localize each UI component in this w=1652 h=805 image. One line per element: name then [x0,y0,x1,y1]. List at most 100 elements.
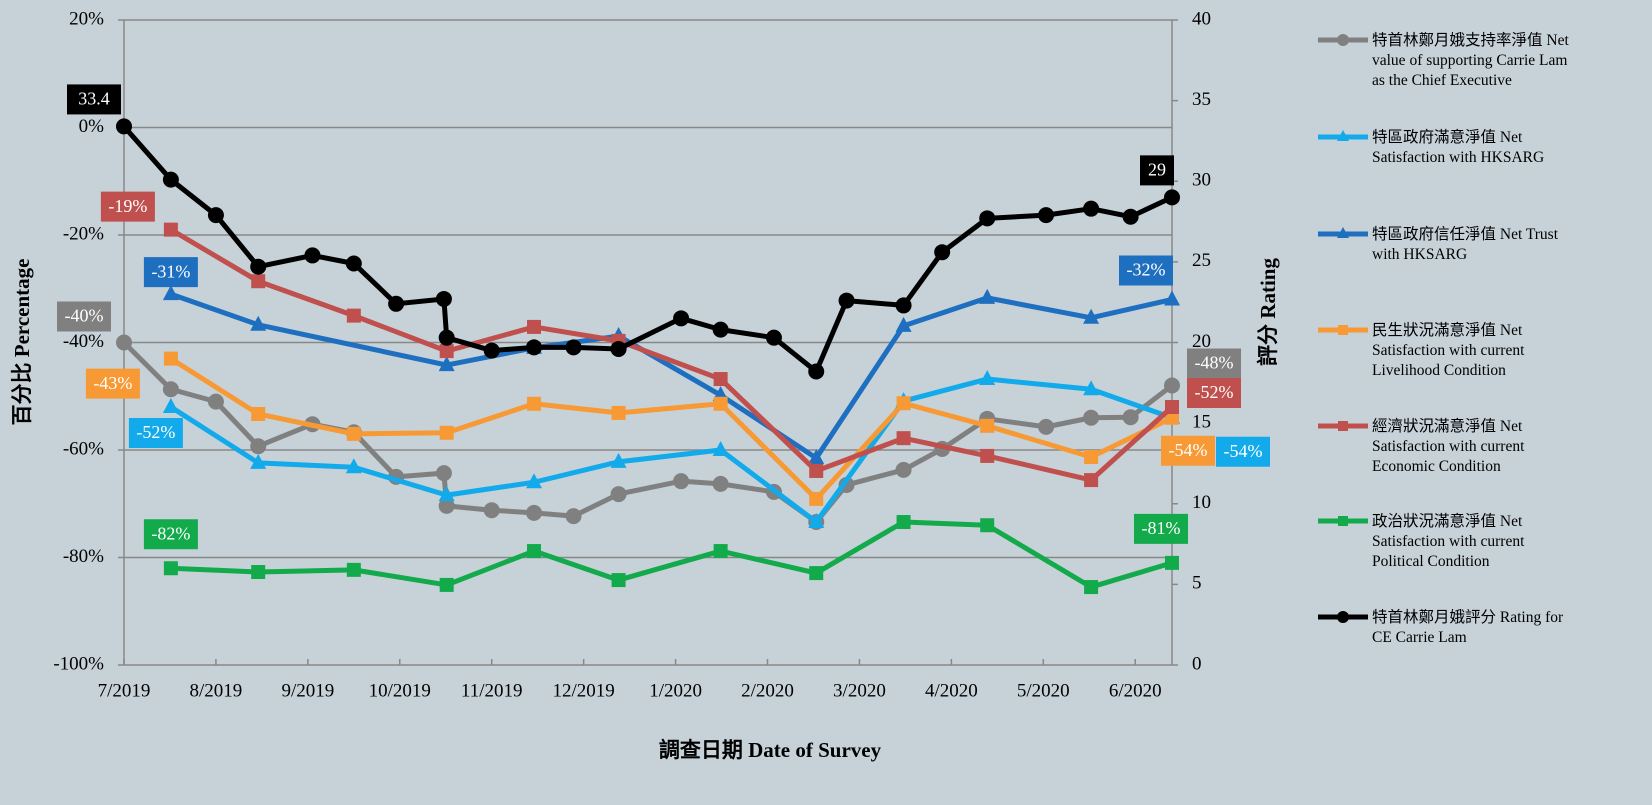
point [1165,555,1179,570]
data-label-box [67,84,121,115]
legend-label: 經濟狀況滿意淨值 Net Satisfaction with current E… [1372,418,1525,475]
point [1338,421,1348,431]
point [934,244,951,261]
point [435,290,452,307]
point [980,448,995,463]
point [896,431,911,446]
data-label-box [57,301,111,332]
point [527,396,542,411]
y-tick-label: -80% [63,546,104,567]
point [673,473,690,490]
point [251,565,266,580]
point [116,334,132,351]
data-label-box [143,257,198,288]
legend-swatch [1318,516,1368,526]
y2-tick-label: 30 [1192,170,1211,191]
x-tick-label: 4/2020 [925,680,978,701]
point [1337,130,1349,141]
x-tick-label: 12/2019 [553,680,615,701]
y2-tick-label: 15 [1192,411,1211,432]
y-tick-label: 0% [79,116,105,137]
point [162,398,179,413]
x-axis-label: 調查日期 Date of Survey [659,738,882,762]
point [1083,409,1100,426]
point [526,473,543,489]
point [116,118,132,135]
point [162,171,179,188]
y2-tick-label: 5 [1192,573,1202,594]
point [163,222,178,237]
series-line [169,356,1174,502]
point [439,425,454,440]
y2-tick-label: 10 [1192,492,1211,513]
legend-swatch [1318,325,1368,335]
x-tick-label: 6/2020 [1109,680,1162,701]
y-tick-label: 20% [69,8,104,29]
y2-tick-label: 20 [1192,331,1211,352]
point [713,544,728,559]
point [838,292,855,309]
point [162,381,179,398]
point [1164,290,1180,306]
data-label: -81% [1142,518,1181,538]
point [1338,325,1348,335]
point [1038,207,1055,224]
data-label-box [100,191,155,222]
point [250,258,267,275]
legend-label: 特區政府滿意淨值 Net Satisfaction with HKSARG [1372,129,1545,166]
point [980,518,995,533]
y-tick-label: -100% [53,653,104,674]
data-label: -40% [65,306,104,326]
y-axis-label: 百分比 Percentage [10,259,34,426]
data-label: -48% [1195,353,1234,373]
data-label-box [1187,378,1241,408]
point [483,342,500,359]
point [673,310,690,327]
point [526,339,543,356]
point [1083,200,1100,217]
legend-swatch [1318,34,1368,46]
point [1083,308,1100,324]
point [1337,227,1349,238]
point [439,577,454,592]
point [438,486,455,502]
point [610,486,627,503]
data-label-box [143,519,198,550]
x-tick-label: 8/2019 [190,680,243,701]
point [163,351,178,366]
data-label: -54% [1224,441,1263,461]
point [809,566,824,581]
point [713,396,728,411]
point [1165,410,1179,425]
point [527,319,542,334]
point [1084,580,1099,595]
point [713,372,728,387]
y-tick-label: -60% [63,438,104,459]
point [979,210,996,227]
point [1038,418,1055,435]
x-tick-label: 7/2019 [98,680,151,701]
point [712,321,729,338]
series-line [170,291,1173,461]
legend-label: 特首林鄭月娥支持率淨值 Net value of supporting Carr… [1372,32,1569,89]
point [346,308,361,323]
point [610,340,627,357]
point [809,463,824,478]
point [251,274,266,289]
y2-axis-label: 評分 Rating [1256,258,1280,366]
x-tick-label: 3/2020 [833,680,886,701]
x-tick-label: 2/2020 [741,680,794,701]
point [250,315,267,331]
point [1164,377,1180,394]
point [565,339,582,356]
series-line [169,376,1173,525]
point [1338,516,1348,526]
point [895,297,912,314]
legend-label: 特首林鄭月娥評分 Rating for CE Carrie Lam [1372,609,1564,646]
x-tick-label: 10/2019 [369,680,431,701]
legend-swatch [1318,227,1368,238]
data-label: -43% [93,373,132,393]
point [162,285,179,301]
